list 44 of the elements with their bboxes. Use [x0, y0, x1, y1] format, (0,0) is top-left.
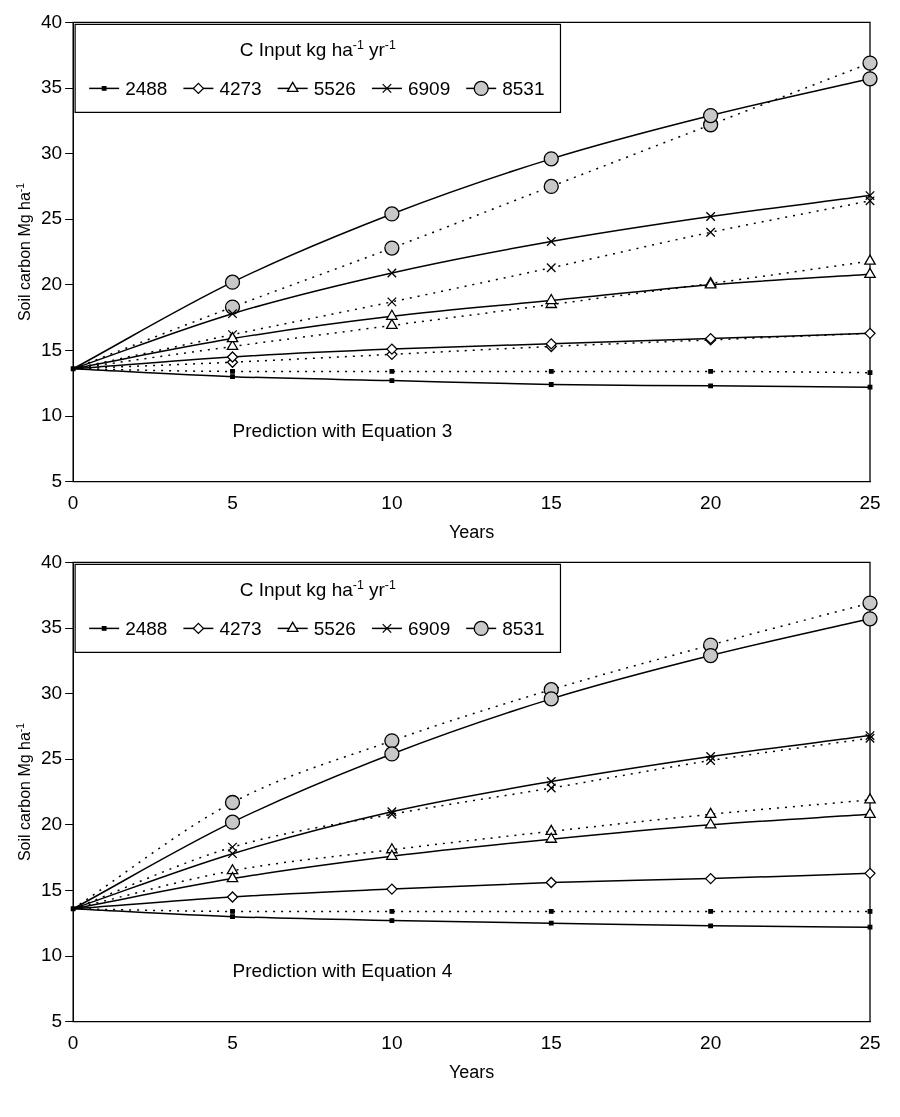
y-tick-label: 15 [40, 338, 63, 360]
y-tick-label: 20 [40, 273, 63, 295]
legend-label: 5526 [313, 617, 356, 639]
x-tick-label: 10 [381, 1032, 403, 1054]
y-tick-label: 25 [40, 747, 63, 769]
x-tick-label: 20 [700, 1032, 722, 1054]
x-tick-label: 25 [859, 492, 881, 514]
y-tick-label: 10 [40, 404, 63, 426]
y-tick-label: 40 [40, 550, 63, 572]
x-tick-label: 20 [700, 492, 722, 514]
y-tick-label: 10 [40, 944, 63, 966]
y-tick-label: 20 [40, 813, 63, 835]
legend-label: 6909 [407, 77, 451, 99]
legend-label: 2488 [125, 617, 168, 639]
x-tick-label: 10 [381, 492, 403, 514]
legend-label: 2488 [125, 77, 168, 99]
legend-label: 8531 [502, 617, 545, 639]
x-tick-label: 0 [67, 1032, 79, 1054]
x-tick-label: 0 [67, 492, 79, 514]
y-tick-label: 30 [40, 141, 63, 163]
x-axis-title: Years [448, 1062, 495, 1083]
y-tick-label: 35 [40, 76, 63, 98]
x-tick-label: 5 [227, 492, 238, 514]
x-tick-label: 5 [227, 1032, 238, 1054]
y-tick-label: 40 [40, 10, 63, 32]
y-axis-title: Soil carbon Mg ha-1 [14, 722, 33, 862]
legend-label: 5526 [313, 77, 356, 99]
annotation: Prediction with Equation 3 [232, 419, 453, 441]
y-tick-label: 35 [40, 616, 63, 638]
y-tick-label: 5 [51, 1009, 63, 1031]
legend-label: 6909 [407, 617, 451, 639]
y-tick-label: 15 [40, 878, 63, 900]
x-tick-label: 15 [540, 492, 562, 514]
y-tick-label: 5 [51, 469, 63, 491]
y-tick-label: 30 [40, 681, 63, 703]
annotation: Prediction with Equation 4 [232, 959, 453, 981]
legend-label: 8531 [502, 77, 545, 99]
y-tick-label: 25 [40, 207, 63, 229]
legend-label: 4273 [219, 77, 262, 99]
x-axis-title: Years [448, 522, 495, 543]
x-tick-label: 25 [859, 1032, 881, 1054]
x-tick-label: 15 [540, 1032, 562, 1054]
legend-label: 4273 [219, 617, 262, 639]
y-axis-title: Soil carbon Mg ha-1 [14, 182, 33, 322]
